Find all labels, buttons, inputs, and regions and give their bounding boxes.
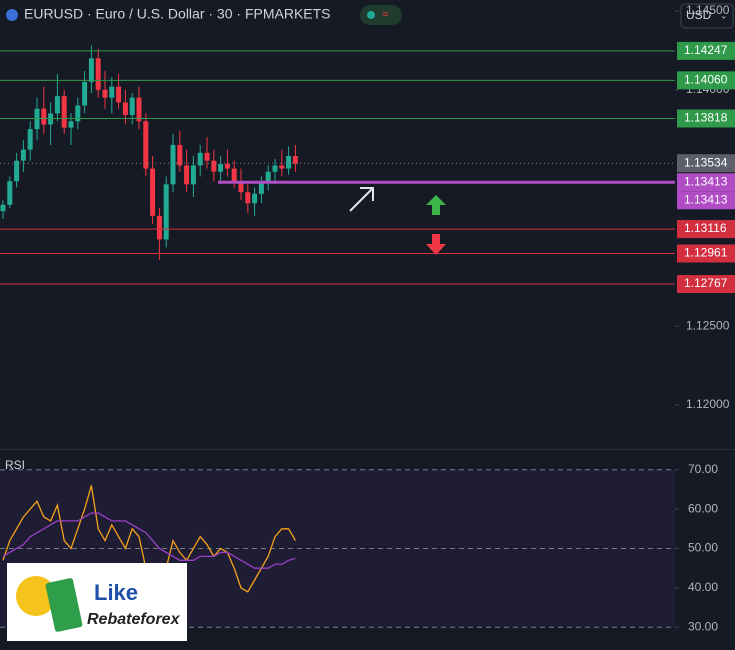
candle-body: [88, 58, 94, 82]
candle-body: [0, 204, 6, 212]
status-icon: ≈: [382, 7, 389, 21]
candle-body: [109, 86, 115, 98]
candle-body: [27, 129, 33, 150]
y-tick-label: 1.14500: [686, 3, 730, 17]
candle-body: [204, 152, 210, 161]
level-label-bg: [677, 41, 735, 60]
y-tick-label: 1.12500: [686, 318, 730, 332]
level-label-bg: [677, 220, 735, 239]
level-label: 1.14247: [684, 43, 728, 57]
logo-subtitle: Rebateforex: [87, 611, 181, 628]
last-price-label: 1.13534: [684, 155, 728, 169]
last-price-label-bg: [677, 154, 735, 173]
y-tick-label: 30.00: [688, 619, 718, 633]
y-tick-label: 60.00: [688, 501, 718, 515]
candle-body: [224, 163, 230, 169]
y-tick-label: 70.00: [688, 462, 718, 476]
level-label-bg: [677, 71, 735, 90]
currency[interactable]: USD: [686, 8, 712, 22]
candle-body: [136, 97, 142, 122]
green-arrow: [426, 195, 446, 215]
candle-body: [102, 89, 108, 98]
level-label: 1.12767: [684, 276, 728, 290]
candle-body: [7, 181, 13, 205]
candle-body: [61, 96, 67, 128]
rsi-line: [2, 512, 296, 569]
level-label-bg: [677, 275, 735, 294]
level-label-bg: [677, 173, 735, 192]
candle-body: [211, 160, 217, 172]
rsi-title: RSI: [5, 458, 25, 472]
candle-body: [82, 81, 88, 106]
red-arrow: [426, 234, 446, 255]
level-label: 1.13413: [684, 174, 728, 188]
dropdown-caret: ⌄: [720, 10, 728, 20]
level-label: 1.14060: [684, 73, 728, 87]
candle-body: [190, 165, 196, 185]
candle-body: [292, 155, 298, 164]
candle-body: [265, 171, 271, 182]
logo-banknote: [45, 578, 83, 632]
candle-body: [150, 168, 156, 216]
level-label-bg: [677, 191, 735, 210]
candle-body: [184, 165, 190, 185]
level-label-bg: [677, 244, 735, 263]
logo-title: Like: [94, 580, 138, 605]
level-label-bg: [677, 109, 735, 128]
candle-body: [170, 144, 176, 185]
candle-body: [41, 108, 47, 125]
candle-body: [68, 121, 74, 128]
candle-body: [116, 86, 122, 103]
candle-body: [129, 97, 135, 116]
status-pill: [360, 5, 402, 25]
candle-body: [272, 165, 278, 172]
y-tick-label: 1.12000: [686, 397, 730, 411]
candle-body: [238, 181, 244, 193]
candle-body: [75, 105, 81, 122]
candle-body: [286, 155, 292, 169]
candle-body: [95, 58, 101, 90]
level-label: 1.12961: [684, 246, 728, 260]
candle-body: [279, 165, 285, 169]
candle-body: [163, 184, 169, 240]
pane-divider: [0, 449, 735, 450]
candle-body: [54, 96, 60, 114]
y-tick-label: 50.00: [688, 541, 718, 555]
candle-body: [258, 181, 264, 194]
candle-body: [177, 144, 183, 166]
up-arrow-annotation: [349, 187, 374, 212]
candle-body: [122, 102, 128, 116]
logo: Like Rebateforex: [7, 563, 187, 641]
candle-body: [245, 192, 251, 204]
candle-body: [14, 160, 20, 182]
candle-body: [252, 193, 258, 204]
candle-body: [218, 163, 224, 172]
flag-icon: [6, 9, 18, 21]
y-tick-label: 40.00: [688, 580, 718, 594]
level-label: 1.13818: [684, 111, 728, 125]
level-label: 1.13116: [684, 221, 727, 235]
candle-body: [231, 168, 237, 182]
candle-body: [20, 149, 26, 161]
level-label: 1.13413: [684, 192, 728, 206]
currency-select[interactable]: [680, 3, 734, 29]
candle-body: [143, 121, 149, 169]
status-dot: [367, 11, 375, 19]
candle-body: [156, 215, 162, 240]
candle-body: [197, 152, 203, 166]
symbol: EURUSD · Euro / U.S. Dollar · 30 · FPMAR…: [24, 6, 331, 22]
